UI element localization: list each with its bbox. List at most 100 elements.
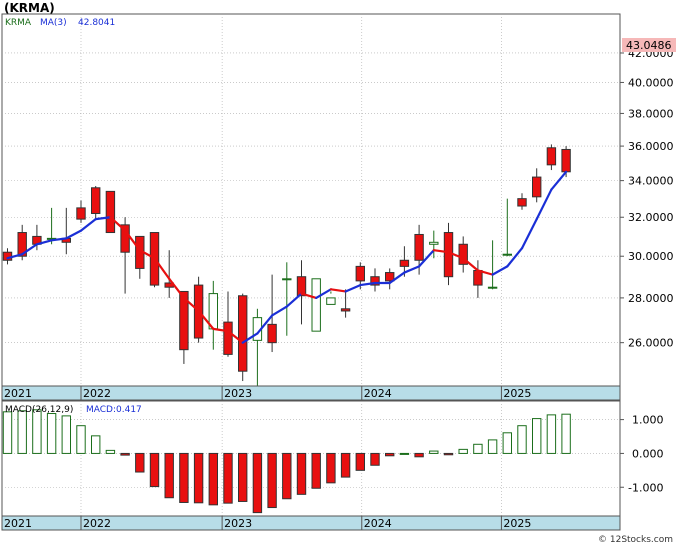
candle-body-down <box>458 243 468 265</box>
candle-body-down <box>532 176 542 198</box>
ma-segment <box>550 170 568 191</box>
price-tick-label: 36.0000 <box>628 140 674 153</box>
current-price-badge: 43.0486 <box>622 38 676 52</box>
price-tick-label: 26.0000 <box>628 337 674 350</box>
macd-bar-negative <box>238 452 248 502</box>
candle-body-down <box>546 147 557 166</box>
macd-bar-negative <box>326 452 336 484</box>
price-x-label: 2023 <box>224 387 252 400</box>
legend-ma-value: 42.8041 <box>78 18 115 28</box>
candle <box>223 291 233 357</box>
price-x-label: 2025 <box>503 387 531 400</box>
ma-segment <box>182 296 200 313</box>
ma-segment <box>359 281 377 287</box>
macd-bar-positive <box>502 432 513 454</box>
candle <box>238 293 248 382</box>
ma-segment <box>271 305 288 317</box>
candle <box>546 144 557 171</box>
macd-bar-negative <box>179 452 189 503</box>
ma-segment <box>109 216 127 232</box>
candle <box>487 240 498 290</box>
ma-segment <box>241 332 259 344</box>
ma-segment <box>491 265 509 276</box>
macd-bar-negative <box>385 452 395 457</box>
ma-segment <box>226 330 244 344</box>
candle-body-down <box>385 272 395 282</box>
ma-segment <box>535 188 553 221</box>
ma-segment <box>315 288 332 299</box>
candle-body-down <box>473 269 483 286</box>
ma-segment <box>447 251 465 260</box>
macd-bar-positive <box>91 435 101 454</box>
candle-body-down <box>120 224 130 253</box>
candle <box>517 193 527 210</box>
macd-bar-negative <box>340 452 351 478</box>
ma-segment <box>21 243 39 256</box>
ma-segment <box>329 288 347 293</box>
macd-bar-positive <box>458 448 468 454</box>
candle-body-down <box>296 276 307 297</box>
macd-bar-positive <box>61 415 71 454</box>
price-gridlines <box>2 14 620 386</box>
macd-bar-positive <box>399 452 410 455</box>
current-price-value: 43.0486 <box>626 39 672 52</box>
candle-body-down <box>179 290 189 351</box>
macd-bar-negative <box>193 452 204 504</box>
ma-segment <box>197 309 215 330</box>
macd-bar-negative <box>296 452 307 495</box>
macd-bar-negative <box>355 452 366 471</box>
macd-bar-positive <box>32 409 42 454</box>
candle-body-down <box>370 276 380 286</box>
macd-bar-positive <box>517 425 527 454</box>
price-x-axis: 2021 2022 2023 2024 2025 <box>1 386 531 400</box>
price-tick-label: 40.0000 <box>628 76 674 89</box>
price-tick-label: 28.0000 <box>628 292 674 305</box>
macd-tick-label: -1.000 <box>628 481 663 494</box>
ma-segment <box>50 237 68 242</box>
candle <box>282 262 292 336</box>
macd-tick-label: 0.000 <box>632 447 664 460</box>
candle-body-down <box>355 265 366 282</box>
macd-legend-label: MACD(26,12,9) <box>5 405 73 415</box>
candle <box>370 268 380 292</box>
candle-body-down <box>238 295 248 372</box>
candle <box>267 274 277 353</box>
ma-segment <box>476 269 494 276</box>
ma-segment <box>388 271 406 285</box>
ma-segment <box>94 216 112 221</box>
macd-bar-negative <box>282 452 292 500</box>
candle-body-down <box>517 198 527 207</box>
macd-panel-frame <box>1 400 621 517</box>
ma-segment <box>462 257 479 272</box>
ma-segment <box>520 218 538 250</box>
candle <box>429 230 439 259</box>
candle-body-down <box>267 323 277 344</box>
price-panel-frame <box>1 13 621 387</box>
ma-segment <box>506 247 524 268</box>
candle <box>311 278 321 332</box>
candle-body-down <box>340 308 351 312</box>
price-x-label: 2022 <box>83 387 111 400</box>
macd-bar-negative <box>120 452 130 456</box>
candle <box>502 198 513 257</box>
candle <box>532 168 542 203</box>
candle <box>179 290 189 364</box>
candle-body-down <box>105 190 116 234</box>
macd-bar-positive <box>546 414 557 454</box>
ma-segment <box>123 229 141 252</box>
macd-bar-positive <box>2 411 13 454</box>
ma-segment <box>403 265 421 274</box>
candle-body-up <box>326 297 336 305</box>
macd-x-axis: 2021 2022 2023 2024 2025 <box>1 516 531 530</box>
candle <box>340 289 351 318</box>
candle <box>91 185 101 220</box>
ma-segment <box>35 239 53 246</box>
price-tick-label: 34.0000 <box>628 175 674 188</box>
price-legend: KRMA MA(3) 42.8041 <box>5 18 115 28</box>
credit-text: © 12Stocks.com <box>598 535 673 545</box>
macd-bar-negative <box>223 452 233 504</box>
price-x-label: 2024 <box>364 387 392 400</box>
ma-segment <box>418 249 435 268</box>
candle-body-down <box>414 233 424 261</box>
legend-symbol: KRMA <box>5 18 32 28</box>
